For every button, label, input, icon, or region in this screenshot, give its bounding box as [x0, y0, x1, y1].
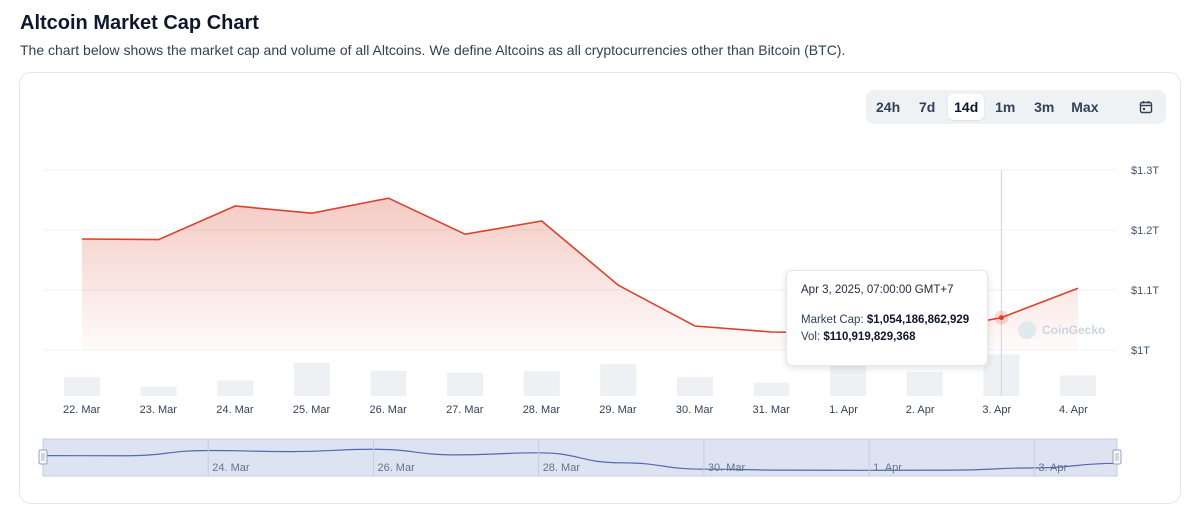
y-tick-label: $1.1T	[1131, 285, 1159, 297]
tooltip-market-cap-label: Market Cap:	[801, 314, 864, 326]
volume-bar	[294, 363, 330, 396]
x-axis: 22. Mar 23. Mar 24. Mar 25. Mar 26. Mar 27. M…	[63, 404, 1088, 416]
navigator-tick-label: 28. Mar	[543, 462, 581, 474]
calendar-button[interactable]	[1130, 94, 1162, 120]
range-button-3m[interactable]: 3m	[1026, 94, 1062, 120]
x-tick-label: 23. Mar	[140, 404, 178, 416]
volume-bar	[600, 364, 636, 396]
navigator-left-handle[interactable]	[39, 450, 47, 464]
tooltip-date: Apr 3, 2025, 07:00:00 GMT+7	[801, 284, 973, 296]
x-tick-label: 26. Mar	[369, 404, 407, 416]
navigator-tick-label: 3. Apr	[1038, 462, 1067, 474]
volume-bar	[141, 387, 177, 396]
y-tick-label: $1.2T	[1131, 225, 1159, 237]
time-range-selector: 24h 7d 14d 1m 3m Max	[866, 90, 1166, 124]
x-tick-label: 28. Mar	[523, 404, 561, 416]
navigator-tick-label: 30. Mar	[708, 462, 746, 474]
x-tick-label: 22. Mar	[63, 404, 101, 416]
navigator-tick-label: 1. Apr	[873, 462, 902, 474]
volume-bar	[217, 380, 253, 396]
tooltip-market-cap: Market Cap: $1,054,186,862,929	[801, 314, 973, 326]
navigator[interactable]: 24. Mar 26. Mar 28. Mar 30. Mar 1. Apr 3. Apr	[39, 439, 1121, 476]
navigator-tick-label: 24. Mar	[212, 462, 250, 474]
hover-point	[999, 315, 1004, 320]
handle-grip	[1113, 450, 1121, 464]
x-tick-label: 3. Apr	[982, 404, 1011, 416]
x-tick-label: 2. Apr	[906, 404, 935, 416]
volume-bar	[907, 372, 943, 396]
y-tick-label: $1.3T	[1131, 165, 1159, 177]
y-tick-label: $1T	[1131, 345, 1150, 357]
tooltip-market-cap-value: $1,054,186,862,929	[867, 314, 969, 326]
volume-bar	[370, 371, 406, 396]
navigator-right-handle[interactable]	[1113, 450, 1121, 464]
x-tick-label: 4. Apr	[1059, 404, 1088, 416]
watermark-text: CoinGecko	[1042, 323, 1105, 337]
tooltip-vol-label: Vol:	[801, 331, 820, 343]
chart-tooltip: Apr 3, 2025, 07:00:00 GMT+7 Market Cap: …	[786, 270, 988, 366]
volume-bar	[64, 377, 100, 396]
range-button-7d[interactable]: 7d	[909, 94, 945, 120]
y-axis: $1.3T $1.2T $1.1T $1T	[1131, 165, 1159, 357]
x-tick-label: 25. Mar	[293, 404, 331, 416]
volume-bar	[447, 372, 483, 396]
x-tick-label: 30. Mar	[676, 404, 714, 416]
volume-bar	[754, 383, 790, 396]
x-tick-label: 1. Apr	[829, 404, 858, 416]
range-button-24h[interactable]: 24h	[870, 94, 906, 120]
coingecko-logo-icon	[1018, 321, 1036, 339]
x-tick-label: 31. Mar	[753, 404, 791, 416]
tooltip-vol-value: $110,919,829,368	[823, 331, 915, 343]
range-button-14d[interactable]: 14d	[948, 94, 984, 120]
range-button-max[interactable]: Max	[1065, 94, 1104, 120]
handle-grip	[39, 450, 47, 464]
range-button-1m[interactable]: 1m	[987, 94, 1023, 120]
coingecko-watermark: CoinGecko	[1018, 321, 1105, 339]
x-tick-label: 24. Mar	[216, 404, 254, 416]
navigator-tick-label: 26. Mar	[377, 462, 415, 474]
x-tick-label: 27. Mar	[446, 404, 484, 416]
tooltip-volume: Vol: $110,919,829,368	[801, 331, 973, 343]
x-tick-label: 29. Mar	[599, 404, 637, 416]
volume-bar	[830, 363, 866, 396]
volume-bar	[524, 371, 560, 396]
volume-bar	[677, 377, 713, 396]
volume-bar	[1060, 375, 1096, 396]
calendar-icon	[1139, 100, 1153, 114]
